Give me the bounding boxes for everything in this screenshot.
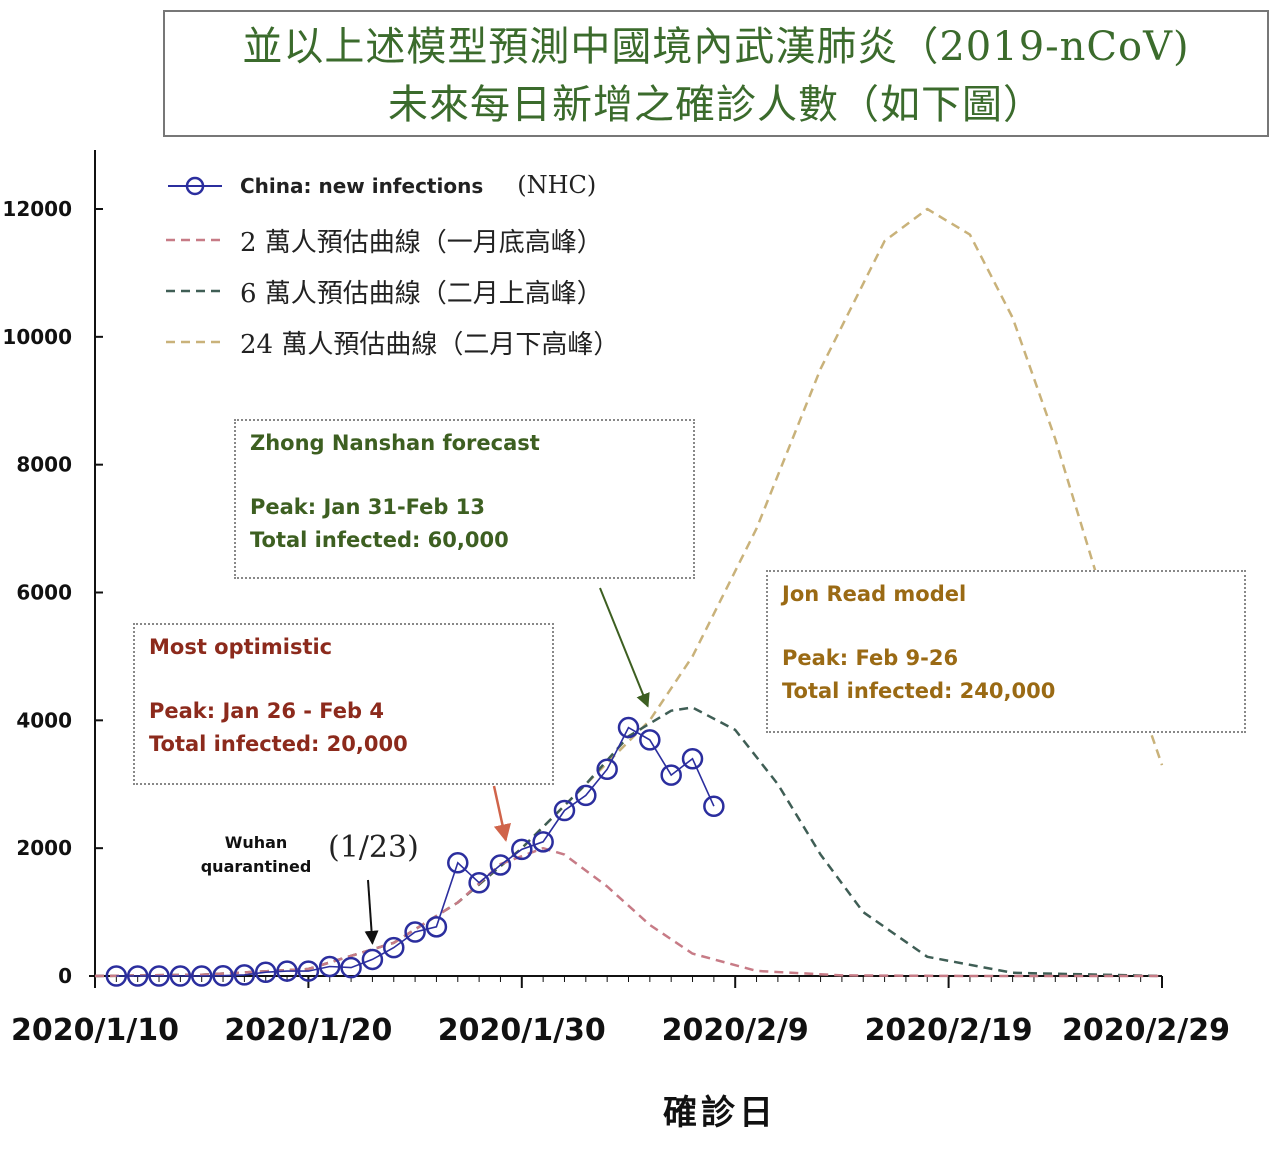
observed-point	[553, 799, 576, 822]
observed-point	[148, 965, 170, 987]
axes: 0 2000 4000 6000 8000 10000 12000 2020/1/10 2020…	[2, 150, 1230, 1048]
y-tick-label: 4000	[16, 708, 72, 732]
annotation-read-total: Total infected: 240,000	[782, 679, 1056, 703]
observed-point	[169, 965, 192, 987]
annotation-jon-read: Jon Read model Peak: Feb 9-26 Total infe…	[766, 570, 1246, 733]
observed-point	[617, 716, 640, 739]
y-tick-label: 12000	[2, 197, 72, 221]
y-tick-label: 0	[58, 964, 72, 988]
y-tick-label: 8000	[16, 453, 72, 477]
series-layer	[94, 207, 1164, 987]
observed-point	[190, 965, 213, 987]
observed-point	[532, 831, 554, 853]
x-tick-label: 2020/1/20	[224, 1013, 392, 1048]
observed-point	[703, 795, 725, 817]
chart-title: 並以上述模型預測中國境內武漢肺炎（2019-nCoV) 未來每日新增之確診人數（…	[163, 10, 1269, 137]
observed-point	[105, 965, 128, 987]
observed-point	[447, 852, 469, 874]
observed-point	[404, 921, 426, 943]
legend-label-observed-source: (NHC)	[517, 171, 597, 199]
chart-title-line2: 未來每日新增之確診人數（如下圖）	[388, 82, 1044, 128]
legend-marks	[166, 176, 224, 344]
observed-point	[511, 838, 533, 861]
x-tick-label: 2020/2/29	[1062, 1013, 1230, 1048]
legend-item-240k: 24 萬人預估曲線（二月下高峰）	[240, 330, 620, 360]
wuhan-note-line2: quarantined	[200, 857, 312, 876]
annotation-zhong-peak: Peak: Jan 31-Feb 13	[250, 495, 485, 519]
observed-point	[254, 961, 277, 983]
observed-point	[639, 729, 661, 751]
x-tick-label: 2020/2/19	[865, 1013, 1033, 1048]
annotation-zhong-total: Total infected: 60,000	[250, 528, 509, 552]
legend-marker-observed	[185, 176, 205, 196]
observed-line	[116, 726, 715, 977]
y-tick-label: 10000	[2, 325, 72, 349]
observed-point	[596, 758, 618, 780]
annotation-arrows	[364, 587, 650, 945]
annotation-most-optimistic: Most optimistic Peak: Jan 26 - Feb 4 Tot…	[133, 623, 554, 785]
observed-point	[575, 784, 597, 807]
legend-item-observed: China: new infections (NHC)	[240, 171, 596, 199]
arrow-zhong	[599, 587, 650, 708]
observed-point	[318, 955, 341, 978]
observed-point	[276, 960, 298, 982]
legend-item-60k: 6 萬人預估曲線（二月上高峰）	[240, 279, 603, 309]
x-axis-label: 確診日	[663, 1093, 777, 1133]
annotation-read-peak: Peak: Feb 9-26	[782, 646, 959, 670]
observed-point	[681, 747, 704, 770]
observed-point	[489, 854, 512, 876]
observed-point	[660, 764, 682, 786]
arrow-optimistic	[492, 785, 511, 842]
x-tick-label: 2020/1/30	[438, 1013, 606, 1048]
wuhan-date-label: (1/23)	[328, 830, 419, 865]
wuhan-quarantined-note: Wuhan quarantined	[196, 831, 316, 879]
observed-point	[425, 916, 448, 938]
x-tick-label: 2020/1/10	[11, 1013, 179, 1048]
annotation-read-title: Jon Read model	[782, 582, 967, 606]
arrow-wuhan	[364, 879, 379, 945]
annotation-zhong-nanshan: Zhong Nanshan forecast Peak: Jan 31-Feb …	[234, 419, 695, 579]
observed-point	[297, 960, 320, 982]
y-tick-label: 2000	[16, 836, 72, 860]
wuhan-note-line1: Wuhan	[224, 833, 288, 852]
annotation-opt-peak: Peak: Jan 26 - Feb 4	[149, 699, 384, 723]
chart-title-line1: 並以上述模型預測中國境內武漢肺炎（2019-nCoV)	[242, 24, 1190, 70]
legend-label-observed: China: new infections	[240, 174, 484, 198]
observed-point	[126, 965, 149, 987]
annotation-opt-total: Total infected: 20,000	[149, 732, 408, 756]
annotation-opt-title: Most optimistic	[149, 635, 333, 659]
y-tick-label: 6000	[16, 581, 72, 605]
observed-point	[340, 956, 362, 979]
annotation-zhong-title: Zhong Nanshan forecast	[250, 431, 540, 455]
observed-point	[468, 871, 490, 894]
observed-point	[233, 964, 256, 986]
observed-point	[361, 948, 384, 971]
legend-item-20k: 2 萬人預估曲線（一月底高峰）	[240, 228, 603, 258]
observed-point	[383, 936, 405, 959]
observed-point	[212, 964, 234, 987]
x-tick-label: 2020/2/9	[662, 1013, 809, 1048]
